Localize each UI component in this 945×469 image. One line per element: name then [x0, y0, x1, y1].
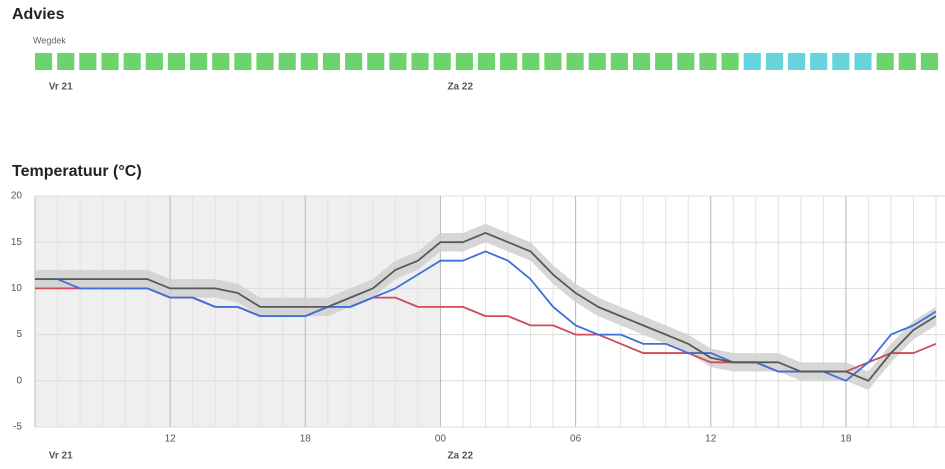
x-tick-label: 18 [300, 434, 312, 445]
y-tick-label: 15 [11, 237, 23, 248]
advice-cell [167, 53, 186, 70]
advice-cell [79, 53, 97, 70]
advice-cell [854, 53, 872, 70]
series-line [35, 232, 937, 382]
day-label: Za 22 [447, 451, 473, 462]
day-label: Vr 21 [49, 82, 73, 93]
advice-cell [300, 53, 318, 70]
x-tick-label: 06 [570, 434, 582, 445]
advice-cell [677, 53, 695, 70]
y-tick-label: -5 [13, 422, 22, 433]
advice-cell [256, 53, 274, 70]
forecast-band [35, 223, 936, 391]
advice-cell [743, 53, 761, 70]
advice-cell [832, 53, 850, 70]
advice-cell [35, 53, 53, 70]
advice-cell [920, 53, 938, 70]
y-tick-label: 20 [11, 191, 23, 202]
advice-cell [898, 53, 916, 70]
advice-cell [57, 53, 75, 70]
advice-cell [632, 53, 651, 70]
advice-cell [433, 53, 451, 70]
row-label: Wegdek [33, 35, 66, 45]
advice-cell [411, 53, 429, 70]
y-tick-label: 0 [16, 375, 22, 386]
x-tick-label: 00 [435, 434, 447, 445]
advice-cell [455, 53, 473, 70]
advice-cell [566, 53, 584, 70]
day-label: Za 22 [447, 82, 473, 93]
advice-cell [655, 53, 673, 70]
advice-cell [190, 53, 208, 70]
advice-cell [522, 53, 540, 70]
advice-cell [721, 53, 739, 70]
advice-cell [101, 53, 119, 70]
advice-cell [212, 53, 230, 70]
advice-cell [389, 53, 407, 70]
advice-cell [278, 53, 296, 70]
advice-cell [234, 53, 252, 70]
y-tick-label: 5 [16, 329, 22, 340]
advice-cell [544, 53, 562, 70]
day-label: Vr 21 [49, 451, 73, 462]
chart-title: Temperatuur (°C) [12, 163, 142, 180]
advice-cell [500, 53, 518, 70]
advice-cell [588, 53, 606, 70]
advice-cell [477, 53, 496, 70]
advice-cell [810, 53, 828, 70]
series-line [35, 250, 937, 382]
x-tick-label: 12 [705, 434, 717, 445]
x-tick-label: 12 [165, 434, 177, 445]
advice-cell [765, 53, 783, 70]
advice-cell [123, 53, 141, 70]
advice-cell [345, 53, 363, 70]
advice-cell [610, 53, 628, 70]
x-tick-label: 18 [840, 434, 852, 445]
advice-cell [876, 53, 894, 70]
advice-cell [322, 53, 341, 70]
advice-cell [787, 53, 806, 70]
y-tick-label: 10 [11, 283, 23, 294]
advice-cell [145, 53, 163, 70]
advice-cell [367, 53, 385, 70]
section-title: Advies [12, 6, 65, 23]
advice-cell [699, 53, 717, 70]
